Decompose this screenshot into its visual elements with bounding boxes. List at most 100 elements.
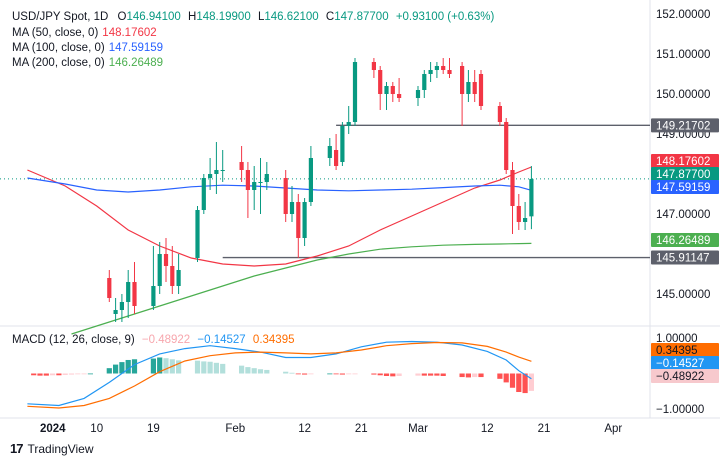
ma100-line <box>27 177 532 193</box>
macd-value-tag: −0.48922 <box>651 369 719 383</box>
ma200-label: MA (200, close, 0) <box>12 57 105 69</box>
macd-histogram-bar <box>150 358 156 374</box>
macd-histogram-bar <box>339 373 345 375</box>
macd-histogram-bar <box>428 373 434 376</box>
macd-histogram-bar <box>497 373 503 379</box>
candle-body <box>220 170 225 171</box>
macd-histogram-bar <box>390 373 396 377</box>
price-tag-bg <box>651 154 719 168</box>
time-tick-label: Apr <box>604 423 622 435</box>
candle-body <box>214 170 219 174</box>
macd-histogram-bar <box>440 373 446 376</box>
macd-histogram-bar <box>333 373 339 375</box>
candle-body <box>371 62 376 70</box>
macd-histogram-bar <box>478 373 484 378</box>
macd-histogram-bar <box>383 373 390 376</box>
macd-histogram-bar <box>50 373 56 376</box>
macd-histogram-bar <box>125 359 131 374</box>
candle-body <box>428 70 433 74</box>
candle-body <box>334 150 339 166</box>
macd-histogram-bar <box>106 368 112 374</box>
candle-body <box>327 146 332 158</box>
candle-body <box>113 310 118 314</box>
macd-histogram-bar <box>201 361 207 374</box>
candle-body <box>308 158 313 202</box>
price-tag-bg <box>651 180 719 194</box>
candle-body <box>415 90 421 98</box>
macd-histogram-bar <box>113 364 119 374</box>
candle-body <box>422 74 427 90</box>
candle-body <box>283 178 288 214</box>
ma200-legend: MA (200, close, 0) 146.26489 <box>12 56 163 71</box>
candle-body <box>119 302 124 310</box>
candle-body <box>264 174 269 182</box>
macd-histogram-bar <box>43 373 49 376</box>
candle-body <box>176 270 181 286</box>
macd-histogram-bar <box>163 358 169 374</box>
candle-body <box>478 74 484 106</box>
candle-body <box>132 282 137 306</box>
macd-value-tag-bg <box>651 356 719 370</box>
ma50-value: 148.17602 <box>102 27 157 39</box>
macd-histogram-bar <box>327 373 333 375</box>
price-tag-bg <box>651 233 719 247</box>
tradingview-footer[interactable]: 17 TradingView <box>10 441 94 456</box>
macd-histogram-bar <box>308 373 314 375</box>
candle-body <box>460 66 465 94</box>
price-tick-label: 150.00000 <box>656 89 710 101</box>
ma100-label: MA (100, close, 0) <box>12 42 105 54</box>
price-tag: 148.17602 <box>651 154 719 168</box>
candle-body <box>346 122 351 126</box>
macd-histogram-bar <box>459 373 465 378</box>
macd-histogram-bar <box>421 373 427 376</box>
symbol-title: USD/JPY Spot, 1D <box>12 11 109 23</box>
macd-value-tag-text: −0.48922 <box>656 371 704 383</box>
macd-histogram-bar <box>220 363 226 374</box>
macd-histogram-bar <box>289 372 295 374</box>
time-tick-label: 2024 <box>40 423 66 435</box>
candle-body <box>390 86 395 94</box>
candle-body <box>384 86 389 94</box>
high-label: H <box>188 11 197 23</box>
time-tick-label: 21 <box>538 423 551 435</box>
macd-histogram-bar <box>68 373 75 375</box>
macd-histogram-bar <box>415 373 421 376</box>
macd-histogram-bar <box>295 373 301 375</box>
high-value: 148.19900 <box>196 11 251 23</box>
candle-body <box>472 82 477 94</box>
macd-histogram-bar <box>509 373 516 388</box>
symbol-legend: USD/JPY Spot, 1D O146.94100 H148.19900 L… <box>12 10 494 25</box>
macd-histogram-bar <box>522 373 528 394</box>
candle-body <box>289 202 295 214</box>
low-value: 146.62100 <box>264 11 319 23</box>
candle-body <box>239 162 244 170</box>
macd-histogram-bar <box>251 368 257 374</box>
candle-body <box>107 278 112 298</box>
open-label: O <box>117 11 127 23</box>
macd-histogram-bar <box>119 362 125 374</box>
level-price-tag-bg <box>651 250 719 265</box>
candle-body <box>466 82 471 94</box>
price-tag-text: 147.87700 <box>656 169 710 181</box>
macd-histogram-bar <box>283 371 289 374</box>
macd-histogram-bar <box>371 373 377 375</box>
macd-tick-label: −1.00000 <box>656 404 704 416</box>
macd-histogram-bar <box>56 373 62 376</box>
ma50-line <box>27 166 532 267</box>
macd-legend: MACD (12, 26, close, 9) −0.48922 −0.1452… <box>12 333 295 348</box>
level-price-tag: 145.91147 <box>651 250 719 265</box>
time-tick-label: Mar <box>408 423 428 435</box>
time-tick-label: 10 <box>90 423 103 435</box>
macd-histogram-bar <box>213 362 219 374</box>
ma50-label: MA (50, close, 0) <box>12 27 99 39</box>
macd-histogram-bar <box>264 369 270 374</box>
close-value: 147.87700 <box>334 11 389 23</box>
candle-body <box>296 202 301 238</box>
macd-value-tag-text: 0.34395 <box>656 345 698 357</box>
level-price-tag-text: 145.91147 <box>656 253 710 265</box>
macd-histogram-bar <box>245 367 251 374</box>
time-tick-label: Feb <box>225 423 245 435</box>
candle-body <box>170 266 175 286</box>
candle-body <box>378 70 383 94</box>
